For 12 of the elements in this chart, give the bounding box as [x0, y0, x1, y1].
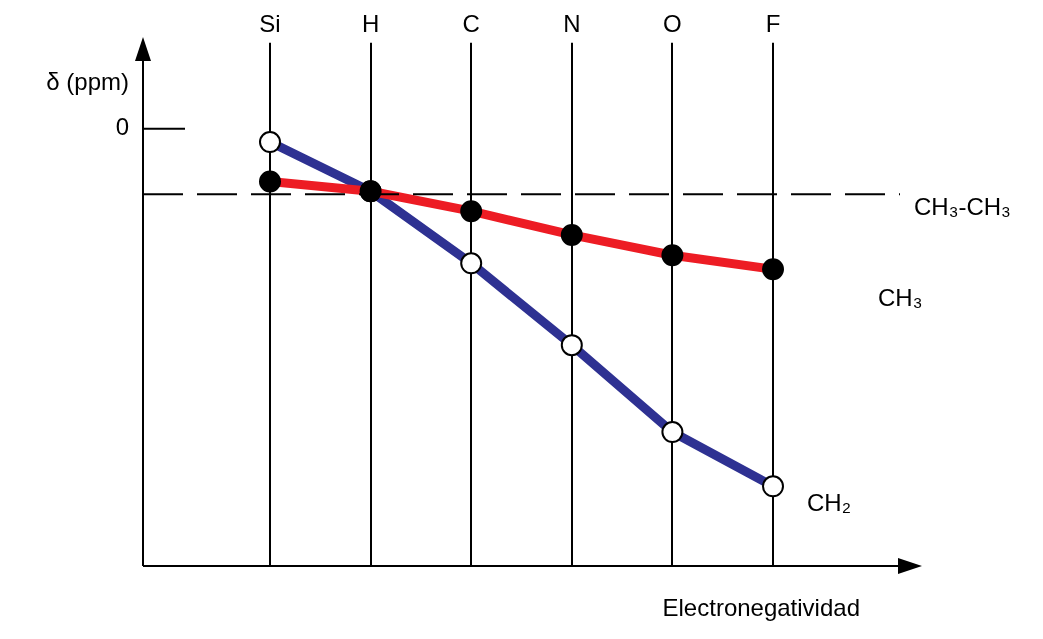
- y-axis-title: δ (ppm): [46, 68, 129, 96]
- series-label: CH₂: [807, 488, 851, 516]
- x-tick-label: N: [563, 10, 581, 38]
- x-tick-label: O: [663, 10, 682, 38]
- x-tick-label: F: [765, 10, 781, 38]
- x-axis-title: Electronegatividad: [662, 593, 860, 621]
- x-tick-label: C: [462, 10, 480, 38]
- x-tick-label: H: [361, 10, 380, 38]
- x-tick-label: Si: [259, 10, 281, 38]
- text: CH₃: [878, 283, 923, 311]
- ref-line-label: CH₃-CH₃: [914, 192, 1011, 220]
- text: 0: [115, 113, 129, 141]
